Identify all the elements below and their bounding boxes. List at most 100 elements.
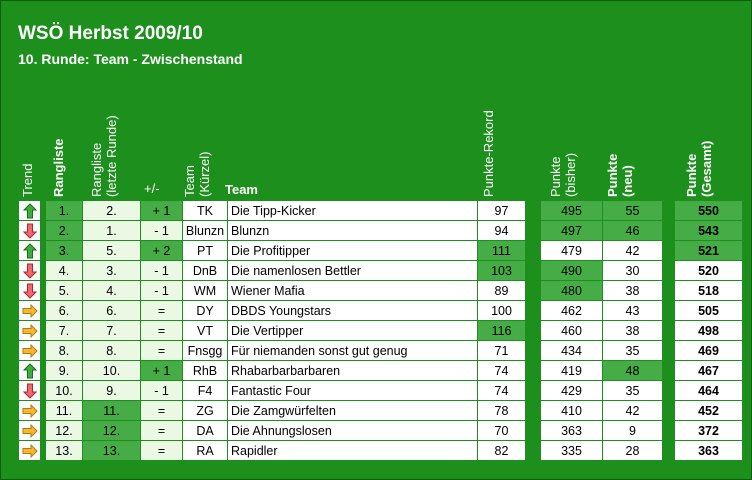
table-row: 2. 1. - 1 Blunzn Blunzn 94 497 46 543 [18,220,743,241]
team-short-cell: Blunzn [182,220,228,241]
rank-cell: 5. [45,280,83,301]
points-total-cell: 452 [674,400,743,421]
arrow-right-icon [22,403,38,419]
team-name-cell: Die Tipp-Kicker [227,200,478,221]
table-row: 7. 7. = VT Die Vertipper 116 460 38 498 [18,320,743,341]
team-name-cell: Rhabarbarbarbaren [227,360,478,381]
header-rekord: Punkte-Rekord [481,110,496,197]
header-trend: Trend [20,163,35,197]
points-prev-cell: 490 [540,260,603,281]
table-row: 5. 4. - 1 WM Wiener Mafia 89 480 38 518 [18,280,743,301]
rank-cell: 4. [45,260,83,281]
points-total-cell: 372 [674,420,743,441]
trend-cell [18,260,41,281]
team-short-cell: ZG [182,400,228,421]
trend-cell [18,420,41,441]
points-total-cell: 498 [674,320,743,341]
table-row: 8. 8. = Fnsgg Für niemanden sonst gut genug 7… [18,340,743,361]
record-cell: 97 [477,200,526,221]
table-row: 6. 6. = DY DBDS Youngstars 100 462 43 505 [18,300,743,321]
points-new-cell: 38 [602,320,663,341]
arrow-up-icon [22,202,37,219]
team-short-cell: WM [182,280,228,301]
table-row: 11. 11. = ZG Die Zamgwürfelten 78 410 42 452 [18,400,743,421]
last-rank-cell: 4. [82,280,141,301]
trend-cell [18,440,41,461]
diff-cell: = [140,300,183,321]
rank-cell: 1. [45,200,83,221]
points-new-cell: 28 [602,440,663,461]
team-short-cell: Fnsgg [182,340,228,361]
points-total-cell: 464 [674,380,743,401]
trend-cell [18,360,41,381]
diff-cell: + 1 [140,360,183,381]
arrow-up-icon [22,362,37,379]
diff-cell: = [140,420,183,441]
points-total-cell: 520 [674,260,743,281]
rank-cell: 3. [45,240,83,261]
table-row: 1. 2. + 1 TK Die Tipp-Kicker 97 495 55 550 [18,200,743,221]
header-rank: Rangliste [51,138,66,197]
header-points-total: Punkte (Gesamt) [684,140,714,197]
points-new-cell: 46 [602,220,663,241]
arrow-right-icon [22,343,38,359]
diff-cell: - 1 [140,220,183,241]
header-team: Team [225,182,258,197]
record-cell: 70 [477,420,526,441]
record-cell: 116 [477,320,526,341]
points-new-cell: 42 [602,240,663,261]
points-total-cell: 467 [674,360,743,381]
team-name-cell: Blunzn [227,220,478,241]
diff-cell: - 1 [140,380,183,401]
record-cell: 82 [477,440,526,461]
record-cell: 103 [477,260,526,281]
header-team-short: Team (Kürzel) [182,151,212,197]
team-short-cell: DnB [182,260,228,281]
points-total-cell: 543 [674,220,743,241]
points-prev-cell: 480 [540,280,603,301]
last-rank-cell: 2. [82,200,141,221]
trend-cell [18,400,41,421]
diff-cell: = [140,340,183,361]
diff-cell: + 1 [140,200,183,221]
points-new-cell: 38 [602,280,663,301]
arrow-up-icon [22,242,37,259]
points-total-cell: 363 [674,440,743,461]
points-prev-cell: 460 [540,320,603,341]
points-total-cell: 550 [674,200,743,221]
team-short-cell: DY [182,300,228,321]
points-prev-cell: 335 [540,440,603,461]
arrow-right-icon [22,443,38,459]
points-new-cell: 35 [602,340,663,361]
points-total-cell: 521 [674,240,743,261]
points-total-cell: 518 [674,280,743,301]
rank-cell: 7. [45,320,83,341]
team-name-cell: Wiener Mafia [227,280,478,301]
trend-cell [18,380,41,401]
standings-table: 1. 2. + 1 TK Die Tipp-Kicker 97 495 55 550 2. 1. - … [18,200,743,461]
record-cell: 94 [477,220,526,241]
points-new-cell: 30 [602,260,663,281]
rank-cell: 9. [45,360,83,381]
rank-cell: 13. [45,440,83,461]
page-subtitle: 10. Runde: Team - Zwischenstand [18,51,243,67]
last-rank-cell: 3. [82,260,141,281]
points-new-cell: 55 [602,200,663,221]
header-rank-last: Rangliste (letzte Runde) [89,115,119,197]
trend-cell [18,280,41,301]
table-row: 4. 3. - 1 DnB Die namenlosen Bettler 103 490 30… [18,260,743,281]
points-prev-cell: 410 [540,400,603,421]
team-short-cell: VT [182,320,228,341]
arrow-right-icon [22,323,38,339]
team-name-cell: Die Ahnungslosen [227,420,478,441]
team-short-cell: RhB [182,360,228,381]
points-new-cell: 35 [602,380,663,401]
arrow-down-icon [22,263,37,279]
header-points-new: Punkte (neu) [605,153,635,197]
record-cell: 89 [477,280,526,301]
table-row: 12. 12. = DA Die Ahnungslosen 70 363 9 372 [18,420,743,441]
points-new-cell: 48 [602,360,663,381]
header-points-prev: Punkte (bisher) [548,152,578,197]
points-total-cell: 505 [674,300,743,321]
